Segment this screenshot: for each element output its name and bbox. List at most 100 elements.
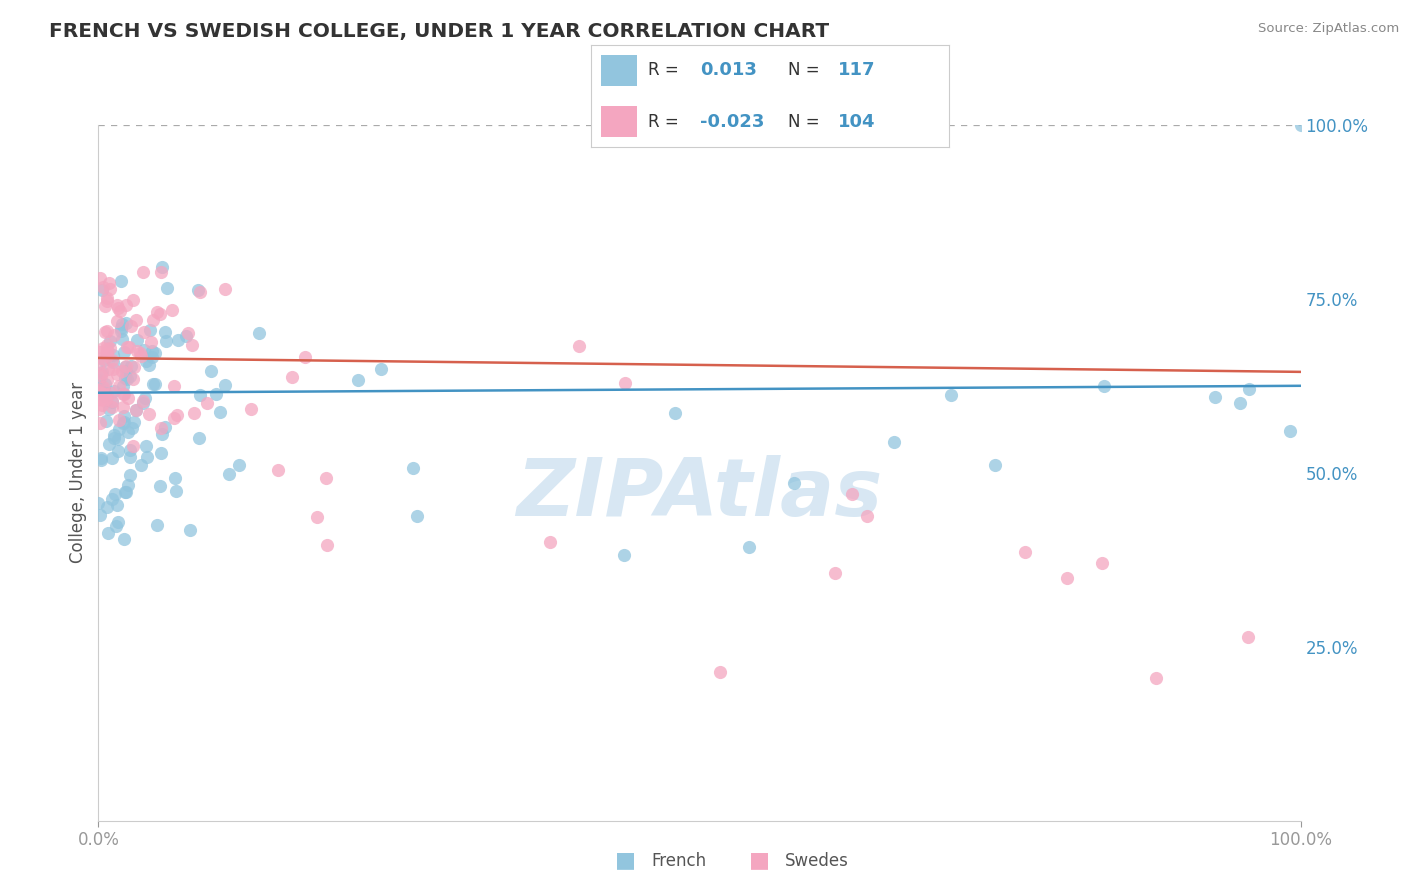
French [155,420,177,434]
Swedes [149,265,172,279]
French [90,450,112,465]
Text: R =: R = [648,62,683,79]
Swedes [98,341,121,355]
Swedes [93,341,115,355]
Swedes [101,362,124,376]
French [120,359,142,374]
Swedes [132,325,155,339]
French [114,371,136,385]
French [129,458,152,472]
French [141,376,163,391]
French [111,416,134,430]
Swedes [315,538,337,552]
French [112,409,135,424]
Swedes [146,305,169,319]
Text: 0.013: 0.013 [700,62,756,79]
French [1289,118,1312,132]
French [90,283,112,297]
French [107,422,129,436]
French [112,345,135,359]
French [98,437,121,451]
Swedes [90,351,112,365]
French [143,346,166,360]
Swedes [108,412,131,426]
French [370,361,392,376]
French [110,321,132,335]
Swedes [96,345,118,359]
French [150,446,173,460]
French [89,373,111,387]
Swedes [125,402,148,417]
French [125,402,148,417]
French [402,461,425,475]
French [101,491,124,506]
Y-axis label: College, Under 1 year: College, Under 1 year [69,382,87,564]
French [89,508,111,522]
French [117,478,139,492]
Swedes [163,411,186,425]
Swedes [111,401,134,415]
French [347,373,370,387]
Swedes [160,302,183,317]
French [121,420,143,434]
French [103,384,125,398]
Swedes [91,380,114,394]
French [107,432,129,446]
Swedes [118,340,141,354]
Swedes [98,282,121,296]
French [90,452,112,467]
French [105,519,128,533]
French [613,548,636,562]
Swedes [89,345,111,359]
Swedes [132,394,155,409]
French [125,333,148,347]
French [112,415,135,429]
French [163,470,186,484]
Swedes [105,314,128,328]
French [155,325,177,339]
Swedes [91,387,114,401]
Swedes [824,566,846,580]
Swedes [91,280,114,294]
Swedes [142,312,165,326]
Swedes [1056,571,1078,585]
Swedes [183,406,205,420]
French [107,443,129,458]
Swedes [856,509,879,524]
Swedes [122,438,145,452]
French [165,483,187,498]
French [94,414,117,428]
Text: French: French [651,852,706,870]
French [139,323,162,337]
French [209,405,232,419]
French [150,426,173,441]
Swedes [125,313,148,327]
Swedes [98,276,121,290]
French [146,517,169,532]
Swedes [166,408,188,422]
French [118,467,141,482]
French [118,369,141,384]
French [205,386,228,401]
French [141,351,163,365]
French [90,384,112,399]
French [110,325,132,339]
French [114,485,136,500]
Swedes [188,285,211,299]
Swedes [120,318,142,333]
Text: ■: ■ [616,850,636,870]
French [110,317,132,331]
French [98,334,121,348]
French [406,508,429,523]
French [200,364,222,378]
Swedes [177,326,200,340]
Swedes [294,351,316,365]
Swedes [1236,630,1258,644]
Swedes [305,510,328,524]
Text: N =: N = [787,112,824,130]
French [188,388,211,402]
Swedes [105,298,128,312]
Swedes [132,265,155,279]
French [112,533,135,547]
French [118,450,141,464]
